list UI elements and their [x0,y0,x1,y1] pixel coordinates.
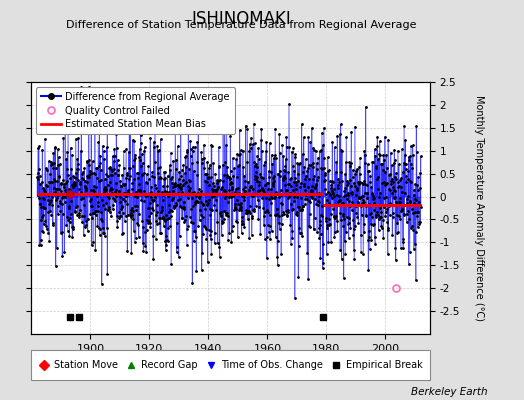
Legend: Difference from Regional Average, Quality Control Failed, Estimated Station Mean: Difference from Regional Average, Qualit… [36,87,235,134]
Y-axis label: Monthly Temperature Anomaly Difference (°C): Monthly Temperature Anomaly Difference (… [474,95,484,321]
Legend: Station Move, Record Gap, Time of Obs. Change, Empirical Break: Station Move, Record Gap, Time of Obs. C… [34,356,427,374]
Text: ISHINOMAKI: ISHINOMAKI [191,10,291,28]
FancyBboxPatch shape [31,350,430,380]
Text: Difference of Station Temperature Data from Regional Average: Difference of Station Temperature Data f… [66,20,416,30]
Text: Berkeley Earth: Berkeley Earth [411,387,487,397]
